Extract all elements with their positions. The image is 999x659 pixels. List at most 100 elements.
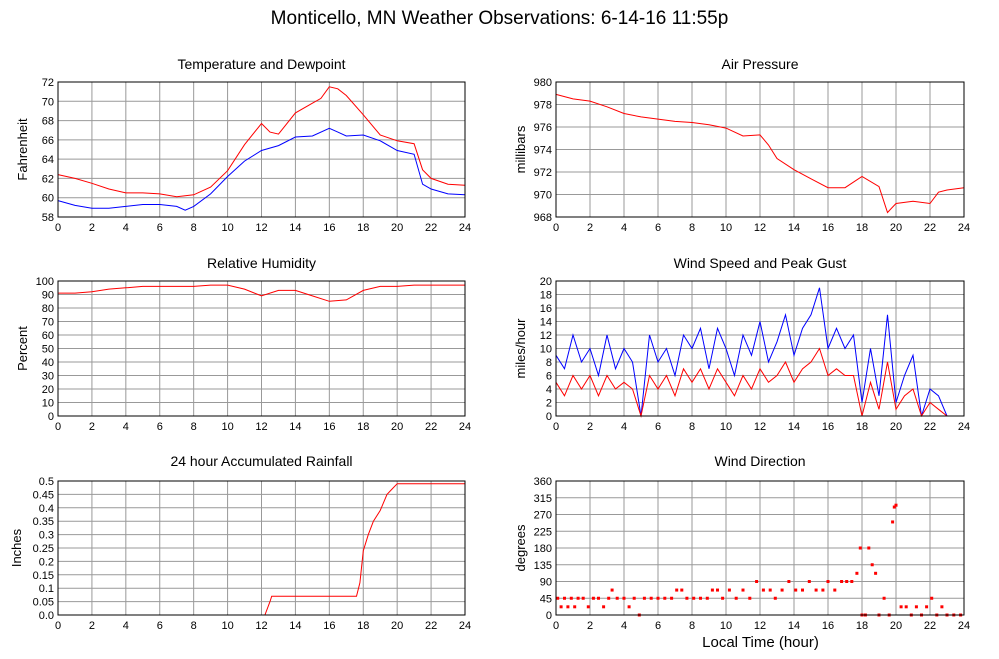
y-tick-label: 225: [534, 526, 552, 538]
data-point: [826, 580, 830, 583]
x-tick-label: 10: [720, 222, 732, 234]
data-point: [748, 596, 752, 600]
x-tick-label: 16: [822, 222, 834, 234]
x-tick-label: 24: [958, 222, 970, 234]
y-tick-label: 62: [42, 173, 54, 185]
x-tick-label: 2: [89, 620, 95, 632]
data-point: [734, 596, 738, 600]
x-tick-label: 16: [323, 620, 335, 632]
x-tick-label: 6: [157, 620, 163, 632]
x-tick-label: 22: [924, 620, 936, 632]
data-point: [801, 588, 804, 592]
data-point: [721, 596, 725, 600]
data-point: [925, 605, 929, 609]
x-tick-label: 8: [689, 620, 695, 632]
y-tick-label: 968: [534, 212, 552, 224]
x-tick-label: 8: [191, 421, 197, 433]
chart-wind: 0 2 4 6 8 10 12 14 16 18 20 22 2402468101214161820Wi…: [513, 255, 970, 433]
y-axis-label: degrees: [513, 524, 528, 571]
plot-frame: [57, 480, 466, 616]
data-point: [610, 588, 614, 592]
series-line-0: [58, 284, 465, 302]
y-tick-label: 12: [540, 330, 552, 342]
data-point: [615, 596, 619, 600]
x-tick-label: 2: [587, 421, 593, 433]
x-tick-label: 16: [323, 222, 335, 234]
plot-frame: [57, 81, 466, 218]
y-tick-label: 20: [42, 384, 54, 396]
y-tick-label: 58: [42, 212, 54, 224]
y-axis-label: Inches: [9, 528, 24, 567]
series-line-0: [58, 483, 465, 616]
x-tick-label: 10: [221, 620, 233, 632]
x-tick-label: 20: [391, 620, 403, 632]
y-tick-label: 8: [546, 357, 552, 369]
data-point: [556, 596, 560, 600]
x-tick-label: 6: [655, 421, 661, 433]
y-tick-label: 0.5: [39, 476, 54, 488]
data-point: [894, 503, 898, 507]
data-point: [821, 588, 825, 592]
x-tick-label: 6: [655, 620, 661, 632]
x-tick-label: 10: [221, 421, 233, 433]
data-point: [891, 520, 895, 524]
y-tick-label: 0.25: [33, 543, 54, 555]
series-line-0: [555, 93, 965, 214]
x-tick-label: 18: [856, 421, 868, 433]
chart-humidity: 0 2 4 6 8 10 12 14 16 18 20 22 240102030405060708090…: [15, 255, 471, 433]
y-tick-label: 135: [534, 560, 552, 572]
y-tick-label: 978: [534, 100, 552, 112]
data-point: [607, 596, 611, 600]
x-tick-label: 24: [459, 222, 471, 234]
x-tick-label: 0: [55, 421, 61, 433]
y-tick-label: 30: [42, 371, 54, 383]
x-tick-label: 4: [621, 222, 627, 234]
data-point: [761, 588, 765, 592]
chart-rain: 0 2 4 6 8 10 12 14 16 18 20 22 240.00.050.10.150.20.…: [9, 453, 471, 632]
x-tick-label: 22: [924, 421, 936, 433]
y-tick-label: 90: [540, 577, 552, 589]
x-tick-label: 4: [123, 620, 129, 632]
data-point: [675, 588, 679, 592]
y-tick-label: 0: [48, 411, 54, 423]
data-point: [573, 605, 577, 609]
x-tick-label: 22: [425, 222, 437, 234]
y-tick-label: 20: [540, 276, 552, 288]
x-tick-label: 14: [788, 620, 800, 632]
y-axis-label: millibars: [513, 125, 528, 173]
data-point: [899, 605, 903, 609]
x-tick-label: 10: [720, 421, 732, 433]
y-tick-label: 18: [540, 290, 552, 302]
x-tick-label: 0: [55, 222, 61, 234]
data-point: [576, 596, 580, 600]
x-tick-label: 10: [221, 222, 233, 234]
plot-frame: [57, 280, 466, 417]
y-tick-label: 980: [534, 77, 552, 89]
x-tick-label: 24: [958, 620, 970, 632]
series-line-0: [57, 86, 466, 198]
x-tick-label: 18: [856, 222, 868, 234]
x-tick-label: 20: [391, 222, 403, 234]
y-tick-label: 972: [534, 167, 552, 179]
x-tick-label: 16: [822, 421, 834, 433]
data-point: [814, 588, 818, 592]
data-point: [586, 605, 590, 609]
x-tick-label: 4: [621, 620, 627, 632]
x-tick-label: 14: [788, 421, 800, 433]
y-tick-label: 0.2: [39, 556, 54, 568]
y-tick-label: 0.15: [33, 570, 54, 582]
y-tick-label: 0.1: [39, 583, 54, 595]
chart-title: Relative Humidity: [207, 255, 316, 271]
data-point: [685, 596, 689, 600]
data-point: [649, 596, 653, 600]
data-point: [845, 580, 849, 583]
x-tick-label: 16: [323, 421, 335, 433]
chart-temp: 0 2 4 6 8 10 12 14 16 18 20 22 245860626466687072Tem…: [15, 56, 471, 234]
y-tick-label: 2: [546, 398, 552, 410]
y-axis-label: miles/hour: [513, 318, 528, 379]
data-point: [727, 588, 731, 592]
x-tick-label: 20: [890, 421, 902, 433]
data-point: [870, 563, 874, 567]
x-tick-label: 22: [425, 620, 437, 632]
data-point: [858, 546, 862, 550]
